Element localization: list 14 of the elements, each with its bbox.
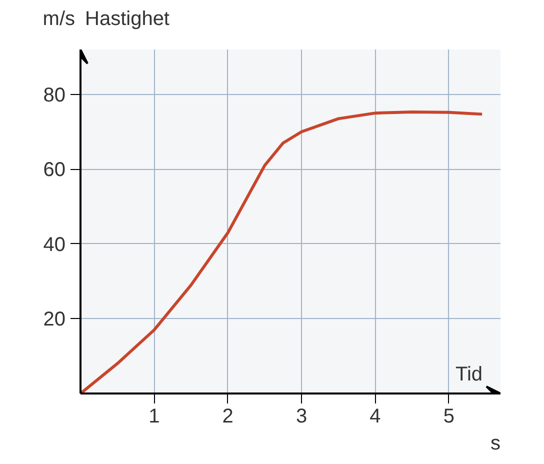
y-tick-label: 20: [43, 308, 66, 330]
y-tick-label: 60: [43, 158, 66, 181]
x-tick-label: 5: [443, 405, 454, 428]
x-tick-label: 2: [222, 405, 234, 428]
text: s: [490, 432, 500, 454]
y-tick-label: 80: [43, 84, 66, 106]
line-series: [80, 110, 484, 394]
text: m/s: [42, 7, 75, 32]
y-axis-title: Hastighet: [85, 7, 170, 32]
x-tick-label: 4: [370, 405, 381, 428]
x-tick-label: 1: [148, 405, 160, 428]
x-axis-title: Tid: [456, 363, 483, 386]
y-tick-label: 40: [43, 233, 66, 256]
x-tick-label: 3: [296, 405, 308, 428]
